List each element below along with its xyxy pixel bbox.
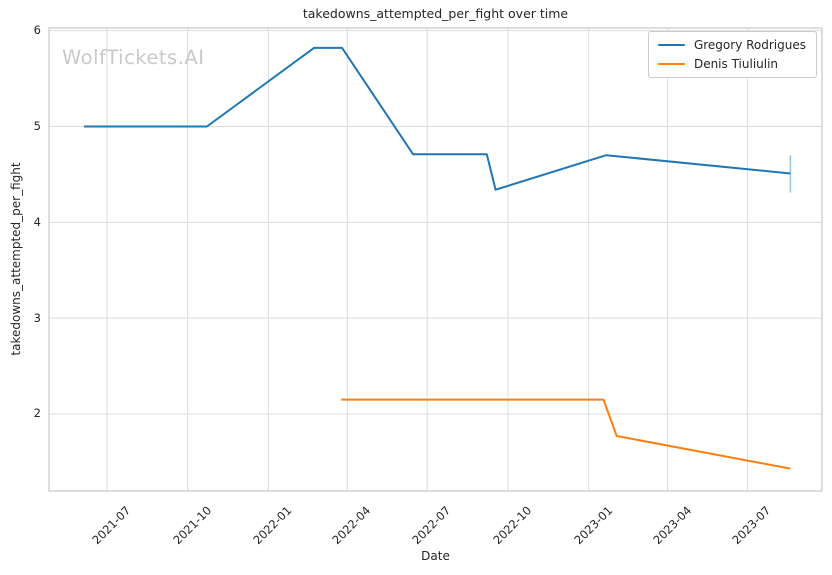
chart-title: takedowns_attempted_per_fight over time [302,6,569,21]
legend-label: Denis Tiuliulin [693,57,779,71]
y-tick-label: 6 [33,23,41,38]
y-tick-label: 5 [33,119,41,133]
legend-label: Gregory Rodrigues [693,38,806,52]
x-axis-label: Date [421,549,450,563]
y-axis-label: takedowns_attempted_per_fight [9,162,23,356]
series-line [84,46,791,191]
legend-line-swatch [657,63,685,65]
legend: Gregory Rodrigues Denis Tiuliulin [647,31,817,78]
legend-line-swatch [657,44,685,46]
y-tick-label: 4 [33,214,41,229]
y-tick-label: 3 [33,310,41,325]
legend-entry: Gregory Rodrigues [657,38,806,52]
watermark: WolfTickets.AI [62,46,205,69]
legend-entry: Denis Tiuliulin [657,57,806,71]
axes-spines [48,27,823,492]
series-line [341,398,791,470]
y-tick-label: 2 [33,406,41,421]
